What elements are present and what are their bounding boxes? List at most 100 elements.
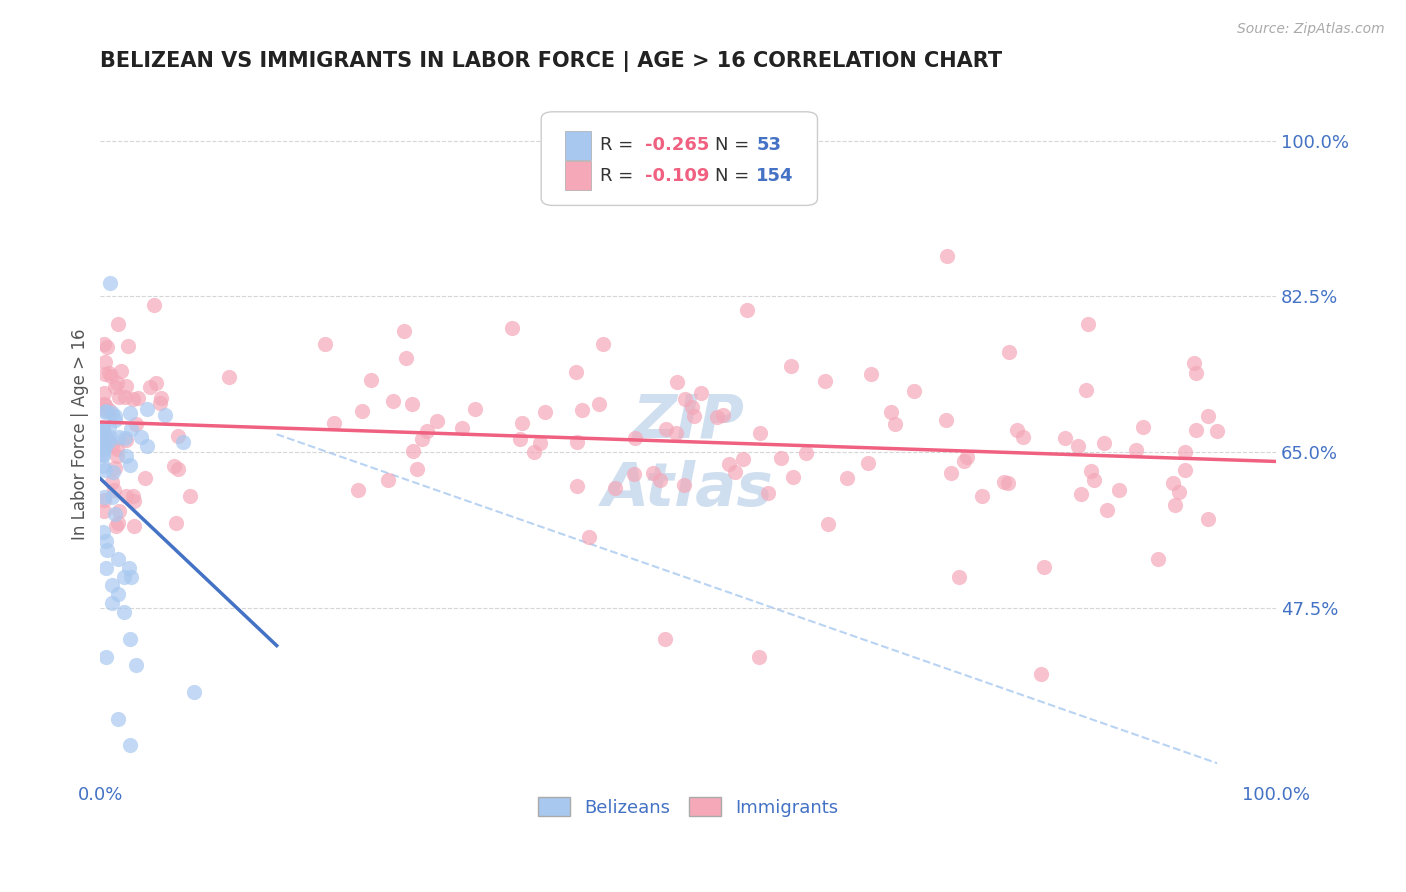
Point	[360, 373, 382, 387]
Point	[1161, 476, 1184, 491]
Point	[91, 524, 114, 539]
Point	[411, 432, 433, 446]
Text: 53: 53	[756, 136, 782, 154]
Point	[779, 359, 801, 373]
Point	[94, 355, 117, 369]
Bar	[565, 130, 591, 160]
Point	[903, 384, 925, 398]
Point	[731, 452, 754, 467]
Point	[172, 435, 194, 450]
Point	[107, 504, 129, 518]
Point	[122, 519, 145, 533]
Point	[884, 417, 907, 431]
Point	[1205, 424, 1227, 438]
Point	[748, 649, 770, 664]
Point	[1182, 356, 1205, 370]
Point	[415, 424, 437, 438]
Point	[939, 466, 962, 480]
Point	[93, 405, 115, 419]
Point	[107, 317, 129, 331]
Point	[136, 401, 159, 416]
Point	[534, 404, 557, 418]
Point	[1053, 431, 1076, 445]
Point	[665, 376, 688, 390]
Point	[509, 432, 531, 446]
Point	[1067, 438, 1090, 452]
Text: 154: 154	[756, 167, 794, 185]
Point	[110, 364, 132, 378]
Point	[103, 465, 125, 479]
Point	[426, 414, 449, 428]
Point	[149, 396, 172, 410]
Point	[129, 430, 152, 444]
Point	[101, 475, 124, 489]
Point	[107, 587, 129, 601]
Point	[115, 378, 138, 392]
Point	[104, 409, 127, 424]
Point	[101, 406, 124, 420]
Point	[956, 450, 979, 465]
Point	[1029, 667, 1052, 681]
Point	[770, 451, 793, 466]
Point	[665, 426, 688, 441]
Text: R =: R =	[600, 167, 638, 185]
Point	[623, 431, 645, 445]
Text: -0.265: -0.265	[645, 136, 709, 154]
Point	[392, 324, 415, 338]
Point	[94, 368, 117, 382]
Point	[935, 249, 957, 263]
Point	[112, 569, 135, 583]
Point	[1174, 445, 1197, 459]
Point	[139, 380, 162, 394]
Point	[145, 376, 167, 391]
Point	[118, 632, 141, 646]
Point	[501, 320, 523, 334]
Point	[347, 483, 370, 497]
Point	[136, 438, 159, 452]
Point	[1197, 409, 1219, 423]
Point	[1168, 484, 1191, 499]
Point	[107, 516, 129, 530]
Point	[101, 438, 124, 452]
Point	[120, 406, 142, 420]
Point	[592, 337, 614, 351]
Point	[118, 458, 141, 472]
Point	[91, 430, 114, 444]
Point	[1070, 487, 1092, 501]
Point	[794, 446, 817, 460]
Point	[648, 473, 671, 487]
Point	[1108, 483, 1130, 497]
Point	[952, 454, 974, 468]
Point	[91, 447, 114, 461]
Point	[1083, 473, 1105, 487]
Point	[717, 457, 740, 471]
Point	[97, 420, 120, 434]
Point	[1185, 367, 1208, 381]
Point	[96, 404, 118, 418]
Point	[603, 481, 626, 495]
Text: Source: ZipAtlas.com: Source: ZipAtlas.com	[1237, 22, 1385, 37]
Point	[735, 302, 758, 317]
Point	[997, 476, 1019, 491]
Point	[91, 420, 114, 434]
Point	[654, 632, 676, 646]
Point	[464, 401, 486, 416]
Point	[817, 516, 839, 531]
Point	[118, 560, 141, 574]
Point	[101, 578, 124, 592]
Point	[153, 408, 176, 422]
Point	[1092, 435, 1115, 450]
Point	[93, 402, 115, 417]
Point	[142, 297, 165, 311]
Point	[322, 417, 344, 431]
Point	[149, 392, 172, 406]
Point	[103, 412, 125, 426]
Point	[104, 380, 127, 394]
Point	[93, 440, 115, 454]
Point	[93, 397, 115, 411]
Point	[571, 403, 593, 417]
Point	[749, 425, 772, 440]
Point	[578, 530, 600, 544]
Point	[1174, 462, 1197, 476]
Point	[101, 596, 124, 610]
